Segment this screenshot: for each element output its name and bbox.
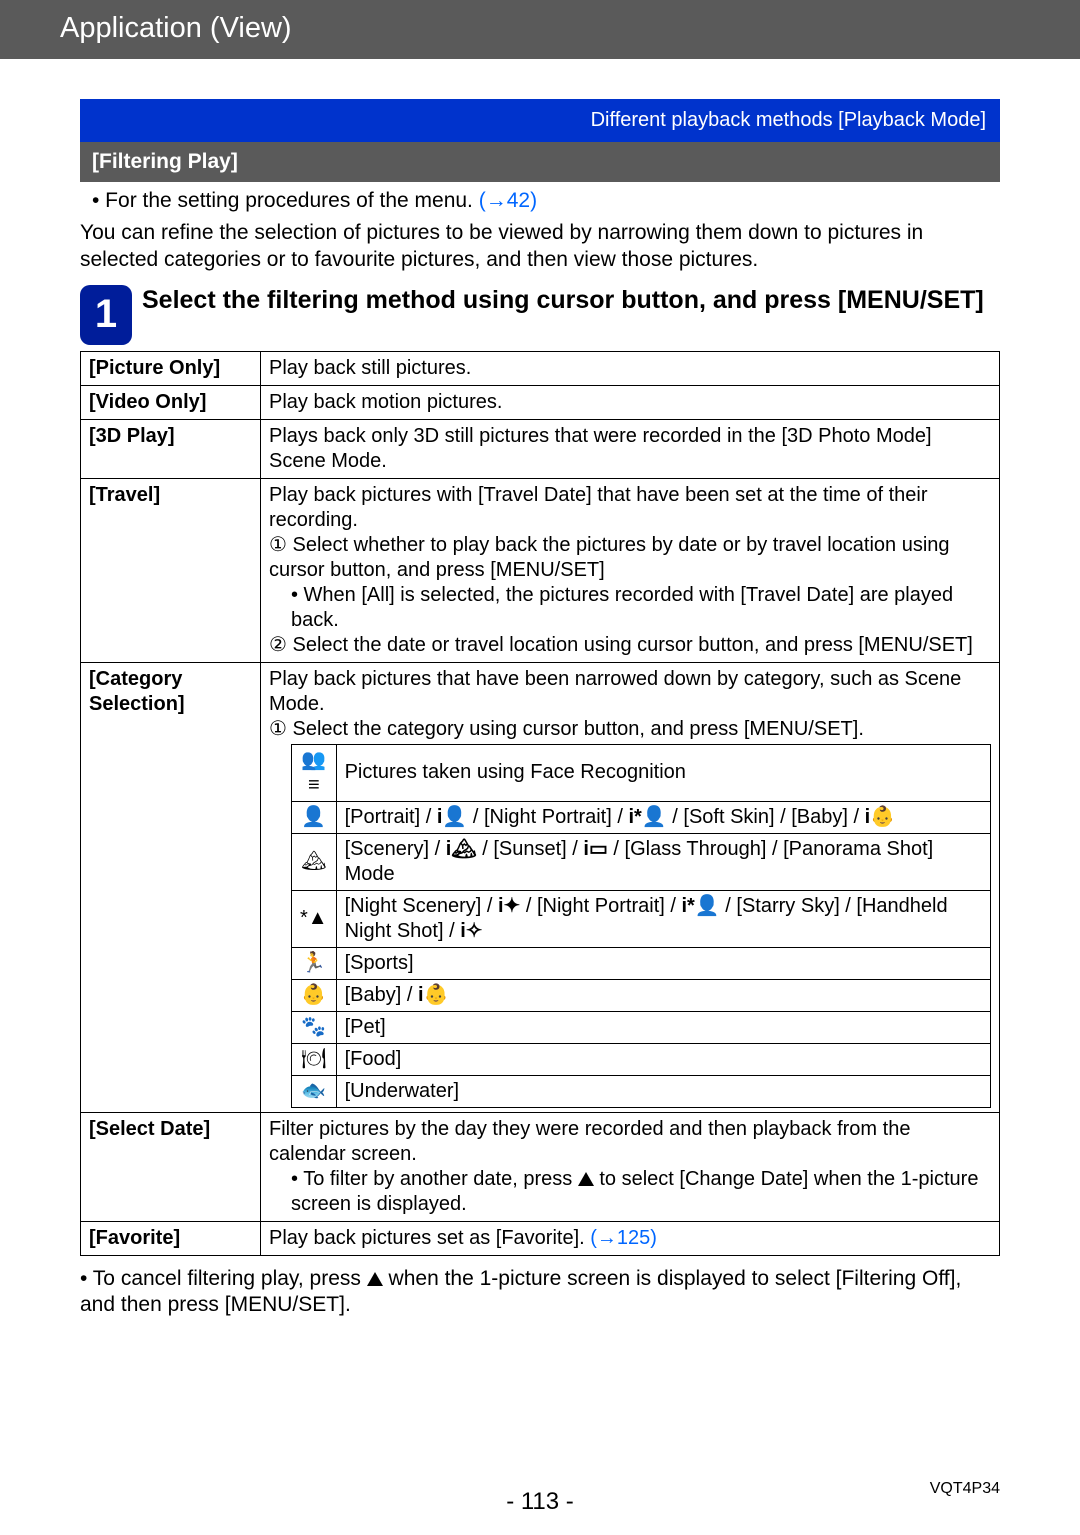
option-desc: Play back pictures that have been narrow… [261, 662, 1000, 1112]
select-date-sub-pre: • To filter by another date, press [291, 1168, 578, 1190]
option-label: [Video Only] [81, 385, 261, 419]
option-label: [Picture Only] [81, 351, 261, 385]
up-triangle-icon [367, 1272, 383, 1286]
category-icon-desc: [Night Scenery] / i✦ / [Night Portrait] … [336, 890, 990, 947]
subsection-header: [Filtering Play] [80, 142, 1000, 182]
category-icon: 🏃 [292, 947, 337, 979]
application-title: Application (View) [60, 12, 292, 44]
page-content: Different playback methods [Playback Mod… [0, 99, 1080, 1318]
select-date-sub: • To filter by another date, press to se… [269, 1167, 991, 1217]
option-desc: Plays back only 3D still pictures that w… [261, 419, 1000, 478]
option-desc: Play back pictures with [Travel Date] th… [261, 478, 1000, 662]
table-row: [3D Play] Plays back only 3D still pictu… [81, 419, 1000, 478]
option-desc: Play back still pictures. [261, 351, 1000, 385]
table-row: [Travel] Play back pictures with [Travel… [81, 478, 1000, 662]
application-header: Application (View) [0, 0, 1080, 59]
category-icon-desc: [Pet] [336, 1011, 990, 1043]
table-row: [Video Only] Play back motion pictures. [81, 385, 1000, 419]
circled-1-icon: ① [269, 533, 287, 558]
travel-step1-sub: • When [All] is selected, the pictures r… [269, 583, 991, 633]
option-label: [Category Selection] [81, 662, 261, 1112]
travel-step1: ① Select whether to play back the pictur… [269, 533, 991, 583]
option-label: [Favorite] [81, 1221, 261, 1255]
closing-pre: • To cancel filtering play, press [80, 1267, 367, 1290]
table-row: [Picture Only] Play back still pictures. [81, 351, 1000, 385]
category-icon: 🏔 [292, 833, 337, 890]
category-icon-row: 👤[Portrait] / i👤 / [Night Portrait] / i*… [292, 801, 991, 833]
category-icon-row: *▲[Night Scenery] / i✦ / [Night Portrait… [292, 890, 991, 947]
step-number-badge: 1 [80, 285, 132, 345]
category-step1-text: Select the category using cursor button,… [293, 718, 864, 740]
page-ref-link[interactable]: (→125) [590, 1227, 657, 1249]
category-icon-row: 🐟[Underwater] [292, 1075, 991, 1107]
category-step1: ① Select the category using cursor butto… [269, 717, 991, 742]
filtering-options-table: [Picture Only] Play back still pictures.… [80, 351, 1000, 1256]
category-icon-row: 🏃[Sports] [292, 947, 991, 979]
circled-1-icon: ① [269, 717, 287, 742]
table-row: [Select Date] Filter pictures by the day… [81, 1112, 1000, 1221]
category-icon-row: 👶[Baby] / i👶 [292, 979, 991, 1011]
page-ref-link[interactable]: (→42) [479, 189, 537, 212]
category-icon: *▲ [292, 890, 337, 947]
category-icon: 👥≡ [292, 744, 337, 801]
category-icon: 👶 [292, 979, 337, 1011]
intro-bullet-text: • For the setting procedures of the menu… [92, 189, 479, 212]
category-icon-row: 🍽[Food] [292, 1043, 991, 1075]
table-row: [Category Selection] Play back pictures … [81, 662, 1000, 1112]
table-row: [Favorite] Play back pictures set as [Fa… [81, 1221, 1000, 1255]
option-label: [3D Play] [81, 419, 261, 478]
closing-note: • To cancel filtering play, press when t… [80, 1266, 1000, 1319]
category-icon: 🐾 [292, 1011, 337, 1043]
step-1: 1 Select the filtering method using curs… [80, 285, 1000, 345]
category-line1: Play back pictures that have been narrow… [269, 667, 991, 717]
intro-bullet: • For the setting procedures of the menu… [80, 188, 1000, 214]
option-desc: Play back pictures set as [Favorite]. (→… [261, 1221, 1000, 1255]
category-icon-desc: [Underwater] [336, 1075, 990, 1107]
category-icon-desc: [Sports] [336, 947, 990, 979]
category-icon-row: 🏔[Scenery] / i🏔 / [Sunset] / i▭ / [Glass… [292, 833, 991, 890]
category-icon-desc: [Food] [336, 1043, 990, 1075]
category-icon: 🐟 [292, 1075, 337, 1107]
breadcrumb-text: Different playback methods [Playback Mod… [591, 109, 986, 131]
category-icon-table: 👥≡Pictures taken using Face Recognition👤… [291, 744, 991, 1108]
category-icon-row: 🐾[Pet] [292, 1011, 991, 1043]
category-icon-desc: [Scenery] / i🏔 / [Sunset] / i▭ / [Glass … [336, 833, 990, 890]
category-icon: 🍽 [292, 1043, 337, 1075]
category-icon-desc: [Baby] / i👶 [336, 979, 990, 1011]
favorite-desc-text: Play back pictures set as [Favorite]. [269, 1227, 590, 1249]
option-desc: Filter pictures by the day they were rec… [261, 1112, 1000, 1221]
circled-2-icon: ② [269, 633, 287, 658]
category-icon-desc: Pictures taken using Face Recognition [336, 744, 990, 801]
step-instruction: Select the filtering method using cursor… [142, 285, 984, 315]
travel-step2-text: Select the date or travel location using… [293, 634, 973, 656]
travel-step2: ② Select the date or travel location usi… [269, 633, 991, 658]
option-label: [Select Date] [81, 1112, 261, 1221]
category-icon-desc: [Portrait] / i👤 / [Night Portrait] / i*👤… [336, 801, 990, 833]
page-number: - 113 - [80, 1488, 1000, 1516]
travel-step1-text: Select whether to play back the pictures… [269, 534, 950, 581]
up-triangle-icon [578, 1172, 594, 1186]
subsection-title: [Filtering Play] [92, 150, 238, 173]
section-breadcrumb: Different playback methods [Playback Mod… [80, 99, 1000, 142]
travel-line1: Play back pictures with [Travel Date] th… [269, 483, 991, 533]
category-icon: 👤 [292, 801, 337, 833]
option-desc: Play back motion pictures. [261, 385, 1000, 419]
category-icon-row: 👥≡Pictures taken using Face Recognition [292, 744, 991, 801]
document-code: VQT4P34 [930, 1480, 1000, 1498]
select-date-line1: Filter pictures by the day they were rec… [269, 1117, 991, 1167]
option-label: [Travel] [81, 478, 261, 662]
intro-paragraph: You can refine the selection of pictures… [80, 220, 1000, 273]
page-footer: - 113 - VQT4P34 [0, 1488, 1080, 1528]
